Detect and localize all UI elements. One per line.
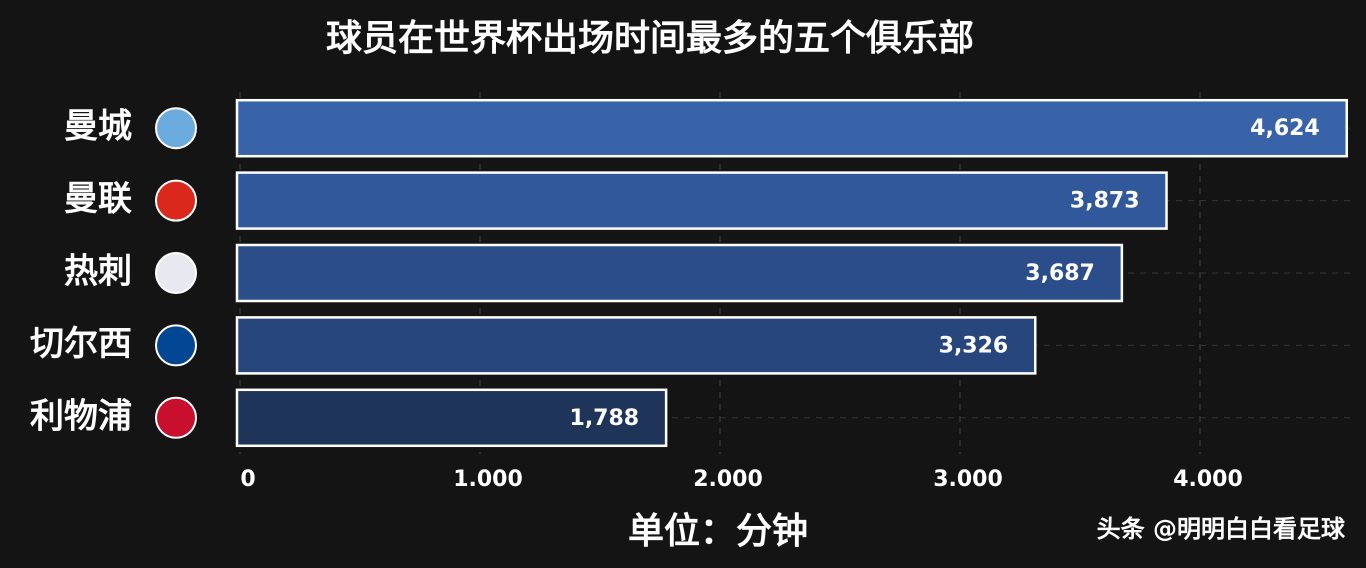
bar [235,98,1349,158]
club-logo [155,179,197,222]
category-label: 切尔西 [30,324,132,364]
watermark: 头条 @明明白白看足球 [1097,515,1346,543]
x-tick-label: 2.000 [693,467,763,492]
value-label: 4,624 [1250,116,1320,141]
x-axis-label: 单位：分钟 [628,511,808,552]
category-label: 曼联 [64,179,132,219]
x-tick-label: 3.000 [933,467,1003,492]
club-logo [155,396,197,439]
x-tick-label: 4.000 [1173,467,1243,492]
club-logo [155,107,197,150]
value-label: 3,326 [939,333,1009,358]
bar [235,243,1124,303]
club-logo [155,324,197,367]
bar [235,171,1168,230]
value-label: 3,687 [1025,261,1095,286]
category-label: 热刺 [64,252,132,292]
category-label: 利物浦 [30,396,132,436]
x-tick-label: 0 [240,467,255,492]
value-label: 3,873 [1070,189,1140,214]
bar [235,316,1037,375]
club-logo [155,252,197,294]
value-label: 1,788 [570,406,640,431]
x-tick-label: 1.000 [453,467,523,492]
bar [235,388,668,448]
chart-title: 球员在世界杯出场时间最多的五个俱乐部 [326,18,974,59]
category-label: 曼城 [64,107,132,147]
